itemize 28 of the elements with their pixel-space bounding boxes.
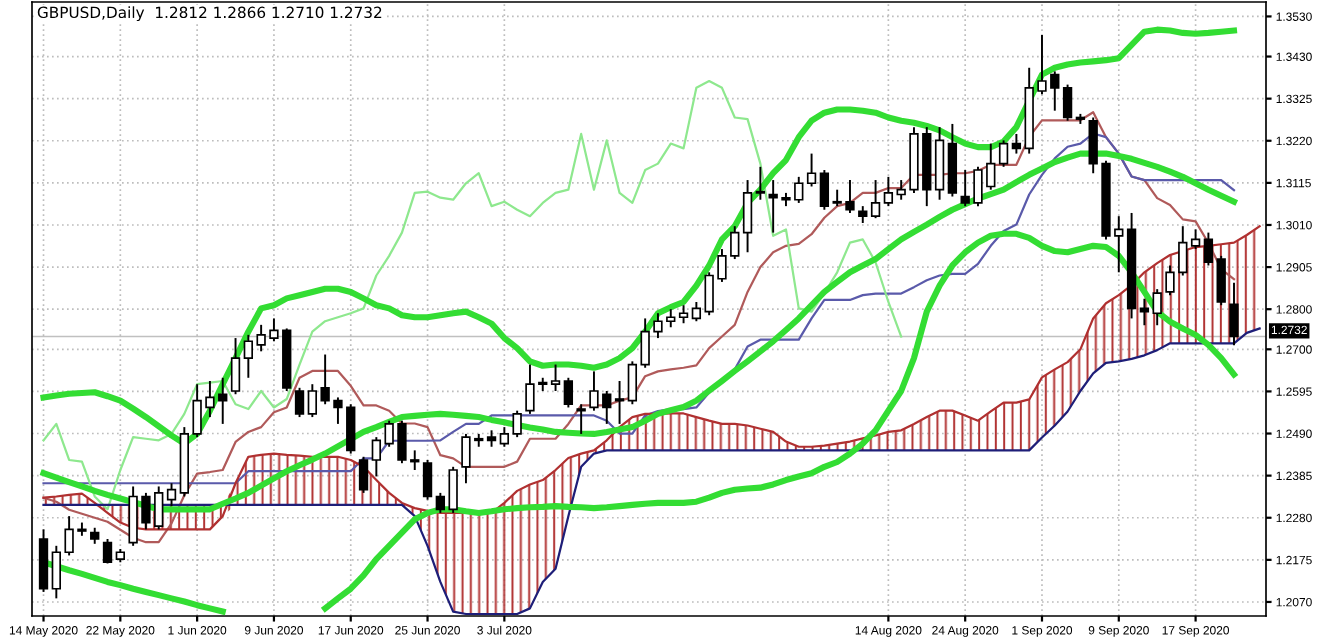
candlestick [742,179,753,254]
candlestick [422,459,433,501]
candlestick [358,455,369,494]
candlestick [1229,281,1239,347]
candlestick [806,152,817,188]
candlestick [230,337,241,396]
candlestick [1216,254,1226,307]
candlestick [678,304,689,325]
line-series [42,327,1261,616]
candlestick [550,363,561,392]
candlestick [1011,132,1022,155]
candlestick [755,165,766,201]
candlestick [166,482,177,508]
candlestick [883,175,894,208]
candlestick [614,380,625,425]
candlestick [1190,228,1201,251]
candlestick [1062,83,1073,122]
candlestick [998,139,1009,168]
candlestick [1203,231,1214,267]
line-series [42,111,1236,544]
candlestick [563,376,574,409]
line-series [40,26,1238,447]
candlestick [870,179,881,220]
line-series [42,225,1261,531]
candlestick [576,403,586,435]
line-series [42,79,903,511]
candlestick [294,386,305,419]
candlestick [102,538,113,565]
